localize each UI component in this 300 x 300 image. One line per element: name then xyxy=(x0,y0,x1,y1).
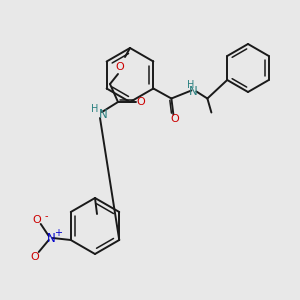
Text: +: + xyxy=(54,228,62,238)
Text: N: N xyxy=(46,232,55,245)
Text: O: O xyxy=(170,115,179,124)
Text: O: O xyxy=(32,215,41,225)
Text: O: O xyxy=(116,62,124,72)
Text: -: - xyxy=(45,211,49,221)
Text: O: O xyxy=(30,252,39,262)
Text: H: H xyxy=(187,80,194,89)
Text: N: N xyxy=(189,85,198,98)
Text: H: H xyxy=(91,104,99,114)
Text: O: O xyxy=(136,97,146,107)
Text: N: N xyxy=(99,107,107,121)
